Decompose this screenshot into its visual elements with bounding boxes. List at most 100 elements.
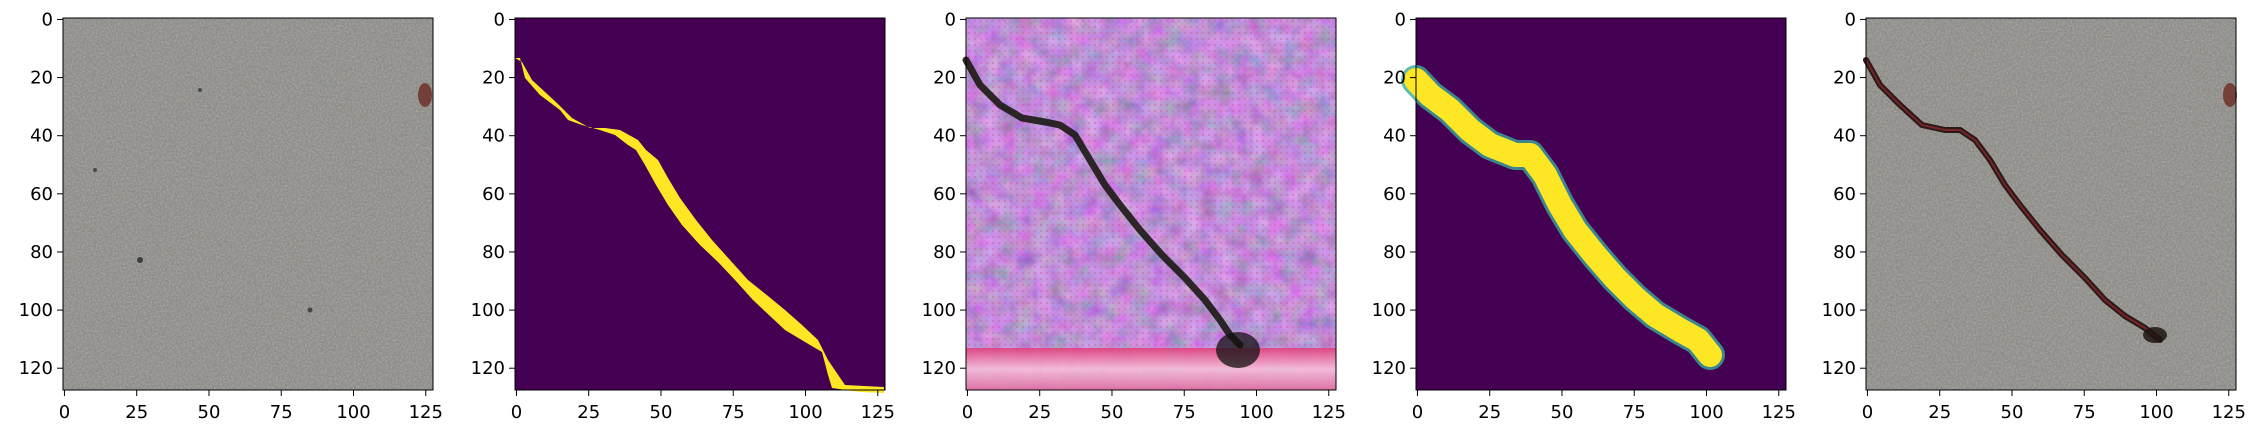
artifact-band — [966, 348, 1336, 390]
x-tick-label: 75 — [1623, 402, 1646, 423]
x-axis: 0 25 50 75 100 125 — [59, 390, 443, 423]
y-tick-label: 20 — [482, 68, 505, 89]
y-tick-label: 100 — [922, 300, 956, 321]
image-area — [63, 18, 433, 390]
x-tick-label: 0 — [59, 402, 70, 423]
panel-3-svg: 0 25 50 75 100 125 0 20 40 60 80 100 120 — [922, 9, 1346, 423]
y-tick-label: 20 — [933, 68, 956, 89]
image-area — [515, 18, 885, 393]
y-tick-label: 40 — [482, 126, 505, 147]
crack-mask-shape — [515, 58, 884, 393]
x-tick-label: 75 — [2073, 402, 2096, 423]
y-tick-label: 0 — [1395, 9, 1406, 30]
y-axis: 0 20 40 60 80 100 120 — [1372, 9, 1416, 379]
y-tick-label: 40 — [30, 126, 53, 147]
x-tick-label: 125 — [2212, 402, 2246, 423]
x-tick-label: 25 — [1928, 402, 1951, 423]
x-tick-label: 0 — [962, 402, 973, 423]
axes-frame — [1865, 17, 2237, 391]
x-tick-label: 75 — [1173, 402, 1196, 423]
x-tick-label: 100 — [2139, 402, 2173, 423]
x-tick-label: 100 — [788, 402, 822, 423]
y-tick-label: 100 — [471, 300, 505, 321]
y-tick-label: 60 — [1833, 184, 1856, 205]
x-tick-label: 0 — [511, 402, 522, 423]
x-tick-label: 125 — [1312, 402, 1346, 423]
y-tick-label: 120 — [1372, 358, 1406, 379]
y-tick-label: 80 — [1383, 242, 1406, 263]
y-tick-label: 120 — [922, 358, 956, 379]
x-tick-label: 25 — [125, 402, 148, 423]
y-tick-label: 60 — [482, 184, 505, 205]
y-tick-label: 100 — [1822, 300, 1856, 321]
y-tick-label: 20 — [30, 68, 53, 89]
x-tick-label: 100 — [1689, 402, 1723, 423]
panel-4-svg: 0 25 50 75 100 125 0 20 40 60 80 100 120 — [1372, 9, 1796, 423]
y-tick-label: 40 — [1383, 126, 1406, 147]
x-axis: 0 25 50 75 100 125 — [962, 390, 1346, 423]
panel-predicted-mask: 0 25 50 75 100 125 0 20 40 60 80 100 120 — [1350, 0, 1796, 440]
y-tick-label: 100 — [19, 300, 53, 321]
panel-ground-truth-mask: 0 25 50 75 100 125 0 20 40 60 80 100 120 — [450, 0, 895, 440]
x-axis: 0 25 50 75 100 125 — [511, 390, 895, 423]
panel-1-svg: 0 25 50 75 100 125 0 20 40 60 80 100 120 — [19, 9, 443, 423]
image-area — [1401, 18, 1786, 390]
panel-overlay-result: 0 25 50 75 100 125 0 20 40 60 80 100 120 — [1800, 0, 2246, 440]
x-tick-label: 0 — [1412, 402, 1423, 423]
x-tick-label: 50 — [650, 402, 673, 423]
y-tick-label: 20 — [1833, 68, 1856, 89]
y-tick-label: 80 — [482, 242, 505, 263]
y-tick-label: 120 — [471, 358, 505, 379]
y-tick-label: 120 — [19, 358, 53, 379]
y-tick-label: 40 — [1833, 126, 1856, 147]
y-tick-label: 0 — [945, 9, 956, 30]
x-tick-label: 50 — [2001, 402, 2024, 423]
y-tick-label: 80 — [933, 242, 956, 263]
y-tick-label: 60 — [933, 184, 956, 205]
y-axis: 0 20 40 60 80 100 120 — [471, 9, 515, 379]
axes-frame — [1415, 17, 1787, 391]
image-area — [962, 18, 1336, 390]
x-tick-label: 125 — [409, 402, 443, 423]
x-tick-label: 100 — [1239, 402, 1273, 423]
x-axis: 0 25 50 75 100 125 — [1412, 390, 1796, 423]
x-tick-label: 75 — [722, 402, 745, 423]
y-tick-label: 0 — [42, 9, 53, 30]
axes-frame — [514, 17, 886, 391]
y-axis: 0 20 40 60 80 100 120 — [1822, 9, 1866, 379]
y-tick-label: 0 — [1845, 9, 1856, 30]
stain-mark — [418, 83, 432, 107]
y-tick-label: 80 — [1833, 242, 1856, 263]
y-tick-label: 80 — [30, 242, 53, 263]
y-tick-label: 60 — [30, 184, 53, 205]
x-tick-label: 25 — [1478, 402, 1501, 423]
panel-2-svg: 0 25 50 75 100 125 0 20 40 60 80 100 120 — [471, 9, 895, 423]
x-tick-label: 25 — [577, 402, 600, 423]
x-tick-label: 50 — [1101, 402, 1124, 423]
y-tick-label: 60 — [1383, 184, 1406, 205]
image-area — [1863, 18, 2237, 390]
x-tick-label: 25 — [1028, 402, 1051, 423]
panel-concrete-input: 0 25 50 75 100 125 0 20 40 60 80 100 120 — [0, 0, 443, 440]
predicted-crack — [1404, 68, 1722, 367]
x-tick-label: 125 — [861, 402, 895, 423]
y-tick-label: 0 — [494, 9, 505, 30]
y-tick-label: 40 — [933, 126, 956, 147]
x-tick-label: 100 — [336, 402, 370, 423]
x-tick-label: 50 — [198, 402, 221, 423]
x-tick-label: 0 — [1862, 402, 1873, 423]
axes-frame — [965, 17, 1337, 391]
y-axis: 0 20 40 60 80 100 120 — [922, 9, 966, 379]
y-tick-label: 100 — [1372, 300, 1406, 321]
y-tick-label: 20 — [1383, 68, 1406, 89]
panel-5-svg: 0 25 50 75 100 125 0 20 40 60 80 100 120 — [1822, 9, 2246, 423]
panel-generated-image: 0 25 50 75 100 125 0 20 40 60 80 100 120 — [900, 0, 1346, 440]
x-tick-label: 50 — [1551, 402, 1574, 423]
x-tick-label: 75 — [270, 402, 293, 423]
x-axis: 0 25 50 75 100 125 — [1862, 390, 2246, 423]
y-tick-label: 120 — [1822, 358, 1856, 379]
y-axis: 0 20 40 60 80 100 120 — [19, 9, 63, 379]
crack-line — [962, 56, 1244, 349]
axes-frame — [62, 17, 434, 391]
